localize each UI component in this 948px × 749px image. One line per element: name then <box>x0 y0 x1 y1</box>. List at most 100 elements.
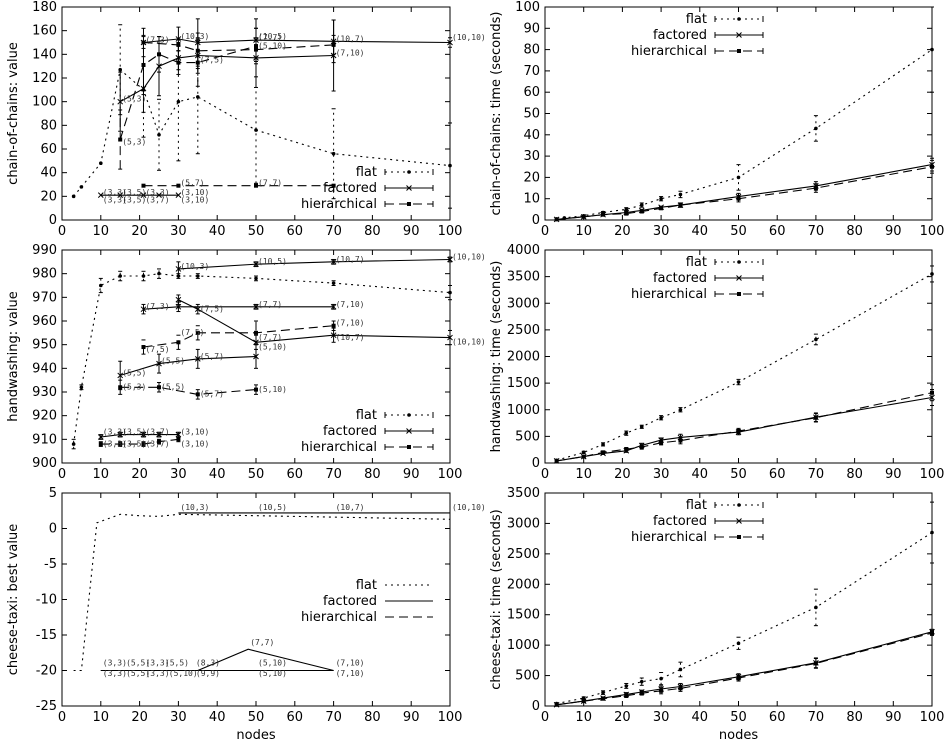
y-tick-label: -5 <box>44 557 57 572</box>
point-annotation: (5,5) <box>165 659 189 668</box>
x-tick-label: 60 <box>769 224 786 239</box>
data-point <box>117 98 124 105</box>
point-annotation: (7,10) <box>336 669 365 678</box>
data-point <box>118 385 123 390</box>
series-line-hierarchical <box>120 386 257 395</box>
data-point <box>736 429 741 434</box>
data-point <box>330 303 337 310</box>
data-point <box>678 438 683 443</box>
x-tick-label: 20 <box>614 224 631 239</box>
data-point <box>98 442 103 447</box>
point-annotation: (7,5) <box>200 305 224 314</box>
data-point <box>99 283 103 288</box>
x-tick-label: 10 <box>575 224 592 239</box>
point-annotation: (8,3) <box>196 659 220 668</box>
x-tick-label: 70 <box>325 224 342 239</box>
data-point <box>554 217 559 222</box>
data-point <box>79 385 84 390</box>
y-tick-label: 990 <box>32 243 57 258</box>
point-annotation: (3,3) <box>103 439 127 448</box>
legend-marker <box>737 260 741 264</box>
data-point <box>554 458 559 463</box>
data-point <box>678 667 683 672</box>
data-point <box>99 161 103 165</box>
y-tick-label: 10 <box>523 192 540 207</box>
data-point <box>554 702 559 707</box>
legend-marker <box>407 202 411 206</box>
data-point <box>141 62 146 67</box>
y-tick-label: 910 <box>32 432 57 447</box>
point-annotation: (5,3) <box>122 95 146 104</box>
data-point <box>175 266 182 272</box>
legend-marker <box>406 185 412 191</box>
data-point <box>157 133 161 137</box>
data-point <box>447 334 453 341</box>
point-annotation: (3,7) <box>145 439 169 448</box>
point-annotation: (10,3) <box>180 262 209 271</box>
x-tick-label: 30 <box>653 224 670 239</box>
data-point <box>195 330 200 335</box>
y-tick-label: 970 <box>32 290 57 305</box>
data-point <box>194 306 201 313</box>
data-point <box>118 137 123 142</box>
data-point <box>331 323 336 328</box>
y-tick-label: -10 <box>36 593 57 608</box>
data-point <box>175 192 182 199</box>
y-tick-label: 1500 <box>507 608 540 623</box>
legend-label: factored <box>653 28 707 43</box>
data-point <box>140 431 147 438</box>
series-flat <box>554 501 934 706</box>
legend-label: factored <box>323 181 377 196</box>
series-flat <box>71 268 452 450</box>
data-point <box>253 261 259 268</box>
x-tick-label: 20 <box>131 224 148 239</box>
y-tick-label: 900 <box>32 456 57 471</box>
data-point <box>118 67 122 72</box>
data-point <box>736 196 741 201</box>
legend-label: hierarchical <box>301 197 377 212</box>
point-annotation: (7,7) <box>258 179 282 188</box>
y-tick-label: 140 <box>32 47 57 62</box>
series-line-hierarchical <box>143 41 334 52</box>
data-point <box>157 52 161 57</box>
point-annotation: (5,10) <box>258 41 287 50</box>
x-tick-label: 80 <box>364 467 381 482</box>
data-point <box>659 196 663 201</box>
point-annotation: (10,7) <box>336 503 365 512</box>
x-tick-label: 40 <box>209 224 226 239</box>
series-factored <box>100 512 450 672</box>
point-annotation: (3,3) <box>103 659 127 668</box>
point-annotation: (3,7) <box>145 195 169 204</box>
x-tick-label: 30 <box>170 710 187 725</box>
data-point <box>736 175 741 180</box>
y-tick-label: 60 <box>40 142 57 157</box>
point-annotation: (10,10) <box>452 252 486 261</box>
y-tick-label: 930 <box>32 385 57 400</box>
point-annotation: (3,3) <box>145 669 169 678</box>
y-tick-label: 90 <box>523 21 540 36</box>
data-point <box>254 330 258 335</box>
y-tick-label: 950 <box>32 338 57 353</box>
x-tick-label: 50 <box>248 224 265 239</box>
data-point <box>253 303 259 310</box>
x-tick-label: 30 <box>653 710 670 725</box>
legend-label: flat <box>356 165 377 180</box>
x-tick-label: 20 <box>614 467 631 482</box>
data-point <box>97 192 104 199</box>
point-annotation: (5,5) <box>161 357 185 366</box>
y-tick-label: 20 <box>523 170 540 185</box>
data-point <box>176 183 181 188</box>
x-tick-label: 60 <box>287 224 304 239</box>
point-annotation: (7,7) <box>258 300 282 309</box>
y-tick-label: -25 <box>36 699 57 714</box>
x-tick-label: 70 <box>808 467 825 482</box>
data-point <box>157 439 161 444</box>
y-tick-label: 50 <box>523 107 540 122</box>
data-point <box>447 256 453 263</box>
y-tick-label: 4000 <box>507 243 540 258</box>
x-tick-label: 0 <box>541 710 549 725</box>
y-tick-label: 70 <box>523 64 540 79</box>
series-hierarchical <box>554 384 934 463</box>
